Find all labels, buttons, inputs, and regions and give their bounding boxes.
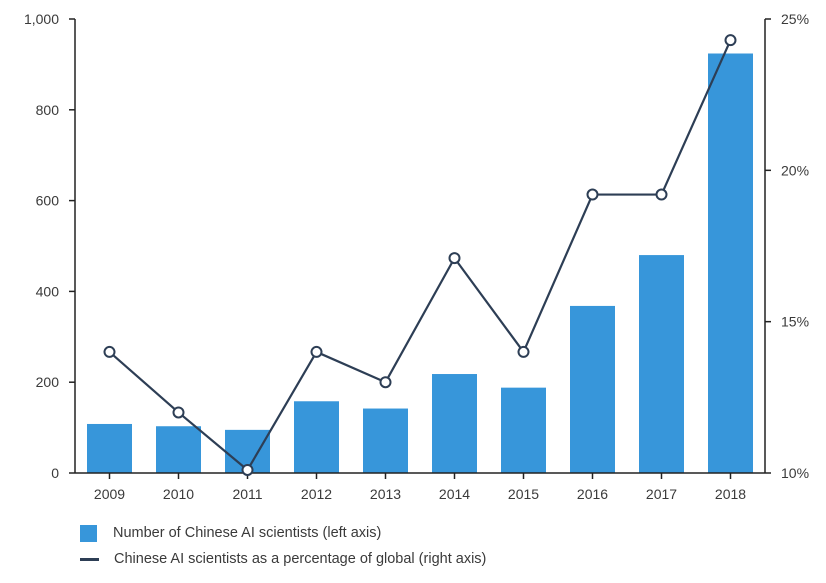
- bar: [87, 423, 132, 473]
- left-tick-label: 400: [36, 283, 60, 299]
- bar: [363, 408, 408, 473]
- legend-swatch-bar: [80, 524, 97, 542]
- x-tick-label: 2013: [370, 486, 401, 502]
- left-tick-label: 200: [36, 374, 60, 390]
- right-axis-ticks: 10% 15% 20% 25%: [765, 11, 809, 481]
- right-tick-label: 25%: [781, 11, 809, 27]
- x-tick-label: 2018: [715, 486, 746, 502]
- bar: [156, 426, 201, 473]
- line-point: [172, 406, 185, 419]
- bar: [570, 305, 615, 473]
- x-tick-label: 2010: [163, 486, 194, 502]
- legend-label-line: Chinese AI scientists as a percentage of…: [114, 551, 487, 567]
- left-tick-label: 1,000: [24, 11, 59, 27]
- line-point: [586, 188, 599, 201]
- line-series: [103, 34, 737, 476]
- line-point: [724, 34, 737, 47]
- series-line: [108, 39, 732, 472]
- legend-label-bars: Number of Chinese AI scientists (left ax…: [113, 525, 382, 541]
- right-tick-label: 20%: [781, 162, 809, 178]
- line-point: [379, 376, 392, 389]
- left-tick-label: 0: [51, 465, 59, 481]
- line-point: [103, 345, 116, 358]
- legend: Number of Chinese AI scientists (left ax…: [80, 520, 486, 572]
- right-tick-label: 10%: [781, 465, 809, 481]
- line-point: [241, 463, 254, 476]
- bar: [639, 255, 684, 473]
- x-tick-label: 2015: [508, 486, 539, 502]
- line-point: [517, 345, 530, 358]
- x-tick-label: 2011: [232, 486, 262, 502]
- bar-series: [87, 53, 753, 474]
- bar: [708, 53, 753, 474]
- left-axis-ticks: 0 200 400 600 800 1,000: [24, 11, 75, 481]
- axes: [74, 19, 766, 474]
- x-axis-ticks: 2009 2010 2011 2012 2013 2014 2015 2016 2017 2018: [94, 473, 746, 502]
- line-point: [448, 252, 461, 265]
- left-tick-label: 800: [36, 102, 60, 118]
- left-tick-label: 600: [36, 193, 60, 209]
- x-tick-label: 2017: [646, 486, 677, 502]
- x-tick-label: 2016: [577, 486, 608, 502]
- bar: [501, 387, 546, 473]
- legend-item-bars: Number of Chinese AI scientists (left ax…: [80, 520, 486, 546]
- x-tick-label: 2009: [94, 486, 125, 502]
- line-point: [310, 345, 323, 358]
- combo-chart: 0 200 400 600 800 1,000 10% 15% 20% 25% 2009 2010…: [24, 11, 809, 502]
- x-tick-label: 2014: [439, 486, 470, 502]
- bar: [294, 401, 339, 473]
- right-tick-label: 15%: [781, 314, 809, 330]
- line-point: [655, 188, 668, 201]
- legend-swatch-line: [80, 557, 99, 561]
- legend-item-line: Chinese AI scientists as a percentage of…: [80, 546, 486, 572]
- x-tick-label: 2012: [301, 486, 332, 502]
- bar: [432, 374, 477, 473]
